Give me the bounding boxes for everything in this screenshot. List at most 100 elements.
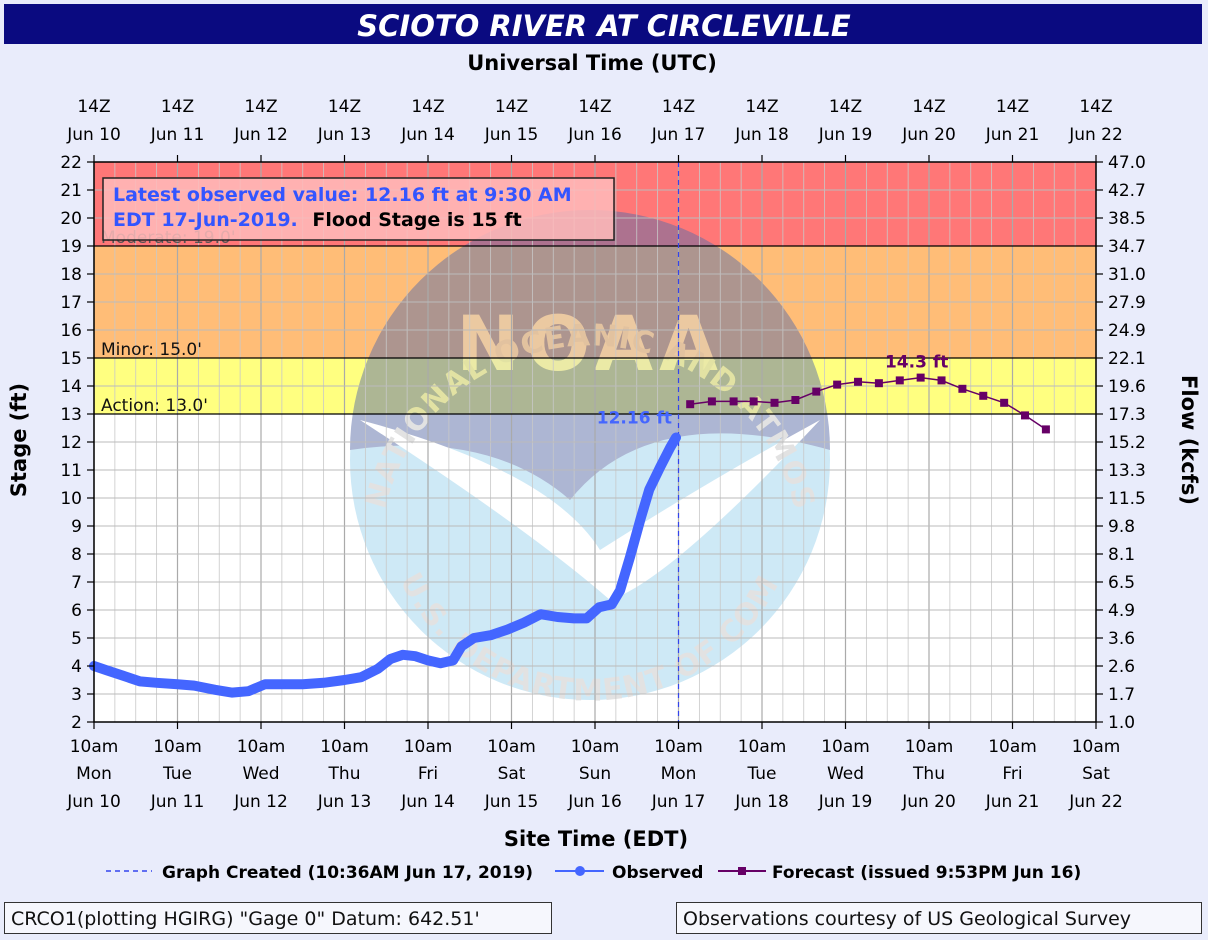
left-tick-label: 17 <box>60 293 82 313</box>
bottom-tick-day: Wed <box>827 764 864 784</box>
top-tick-label: 14Z <box>662 97 695 117</box>
observed-point <box>469 633 479 643</box>
top-tick-date: Jun 11 <box>150 125 205 145</box>
observed-point <box>410 651 420 661</box>
left-tick-label: 22 <box>60 153 82 173</box>
forecast-point <box>958 384 967 393</box>
forecast-point <box>791 396 800 404</box>
left-tick-label: 2 <box>71 713 82 733</box>
observed-point <box>423 655 433 665</box>
legend-created-label: Graph Created (10:36AM Jun 17, 2019) <box>162 863 533 883</box>
observed-point <box>356 672 366 682</box>
emblem-logo-text: NOAA <box>456 299 724 388</box>
latest-line1: Latest observed value: 12.16 ft at 9:30 … <box>113 184 572 206</box>
top-tick-date: Jun 14 <box>400 125 455 145</box>
bottom-tick-day: Tue <box>162 764 192 784</box>
bottom-tick-time: 10am <box>70 737 119 757</box>
forecast-point <box>1000 398 1009 407</box>
bottom-tick-time: 10am <box>237 737 286 757</box>
observed-point <box>655 462 665 472</box>
right-tick-label: 27.9 <box>1108 293 1146 313</box>
observed-point <box>582 613 592 623</box>
left-tick-label: 21 <box>60 181 82 201</box>
right-tick-label: 24.9 <box>1108 321 1146 341</box>
legend-observed-label: Observed <box>612 863 703 883</box>
forecast-point <box>895 376 904 385</box>
left-tick-label: 16 <box>60 321 82 341</box>
top-tick-date: Jun 21 <box>985 125 1040 145</box>
right-tick-label: 1.0 <box>1108 713 1135 733</box>
observed-point <box>615 585 625 595</box>
observed-last-label: 12.16 ft <box>597 409 672 429</box>
bottom-tick-date: Jun 15 <box>484 792 539 812</box>
observed-point <box>298 679 308 689</box>
top-tick-label: 14Z <box>829 97 862 117</box>
left-tick-label: 11 <box>60 461 82 481</box>
top-tick-date: Jun 20 <box>901 125 956 145</box>
observed-point <box>552 612 562 622</box>
top-tick-label: 14Z <box>996 97 1029 117</box>
left-tick-label: 9 <box>71 517 82 537</box>
observed-point <box>456 641 466 651</box>
bottom-tick-date: Jun 14 <box>400 792 455 812</box>
bottom-tick-time: 10am <box>654 737 703 757</box>
forecast-point <box>854 377 863 386</box>
bottom-tick-time: 10am <box>320 737 369 757</box>
top-tick-label: 14Z <box>328 97 361 117</box>
forecast-point <box>812 387 821 396</box>
bottom-axis-label: Site Time (EDT) <box>504 827 688 851</box>
observed-point <box>436 658 446 668</box>
forecast-point <box>1021 411 1030 420</box>
bottom-tick-day: Sat <box>498 764 526 784</box>
forecast-point <box>874 379 883 388</box>
left-tick-label: 5 <box>71 629 82 649</box>
observed-point <box>210 685 220 695</box>
bottom-tick-day: Sat <box>1082 764 1110 784</box>
observed-point <box>102 665 112 675</box>
observed-point <box>536 609 546 619</box>
observed-point <box>385 654 395 664</box>
bottom-tick-date: Jun 21 <box>985 792 1040 812</box>
bottom-tick-date: Jun 18 <box>734 792 789 812</box>
bottom-tick-date: Jun 19 <box>818 792 873 812</box>
right-tick-label: 2.6 <box>1108 657 1135 677</box>
right-tick-label: 22.1 <box>1108 349 1146 369</box>
bottom-tick-time: 10am <box>738 737 787 757</box>
bottom-tick-date: Jun 11 <box>150 792 205 812</box>
observed-point <box>118 671 128 681</box>
latest-value-box: Latest observed value: 12.16 ft at 9:30 … <box>102 177 615 241</box>
top-tick-date: Jun 13 <box>317 125 372 145</box>
bottom-tick-day: Tue <box>746 764 776 784</box>
emblem-gull <box>360 420 820 600</box>
left-tick-label: 12 <box>60 433 82 453</box>
observed-point <box>340 675 349 685</box>
observed-point <box>594 602 604 612</box>
right-tick-label: 9.8 <box>1108 517 1135 537</box>
top-tick-date: Jun 17 <box>651 125 706 145</box>
bottom-tick-day: Fri <box>1002 764 1022 784</box>
bottom-tick-date: Jun 17 <box>651 792 706 812</box>
left-tick-label: 8 <box>71 545 82 565</box>
right-tick-label: 31.0 <box>1108 265 1146 285</box>
axes: 2 3 4 5 6 7 8 9 10 11 12 13 14 15 16 17 18 19 20 21 22 1.0 1.7… <box>60 97 1146 812</box>
observed-point <box>227 688 237 698</box>
top-tick-date: Jun 16 <box>567 125 622 145</box>
bottom-tick-date: Jun 12 <box>233 792 288 812</box>
observed-point <box>665 443 675 453</box>
bottom-tick-day: Fri <box>418 764 438 784</box>
top-tick-date: Jun 10 <box>66 125 121 145</box>
top-tick-date: Jun 12 <box>233 125 288 145</box>
top-tick-label: 14Z <box>1079 97 1112 117</box>
right-tick-label: 4.9 <box>1108 601 1135 621</box>
bottom-tick-date: Jun 22 <box>1068 792 1123 812</box>
right-tick-label: 42.7 <box>1108 181 1146 201</box>
observed-point <box>625 552 635 562</box>
left-tick-label: 3 <box>71 685 82 705</box>
latest-line2: EDT 17-Jun-2019. Flood Stage is 15 ft <box>113 209 522 231</box>
left-tick-label: 19 <box>60 237 82 257</box>
bottom-tick-day: Mon <box>661 764 697 784</box>
observed-point <box>398 650 408 660</box>
legend: Graph Created (10:36AM Jun 17, 2019) Obs… <box>106 863 1081 883</box>
latest-box-frame <box>102 177 615 241</box>
right-tick-label: 34.7 <box>1108 237 1146 257</box>
